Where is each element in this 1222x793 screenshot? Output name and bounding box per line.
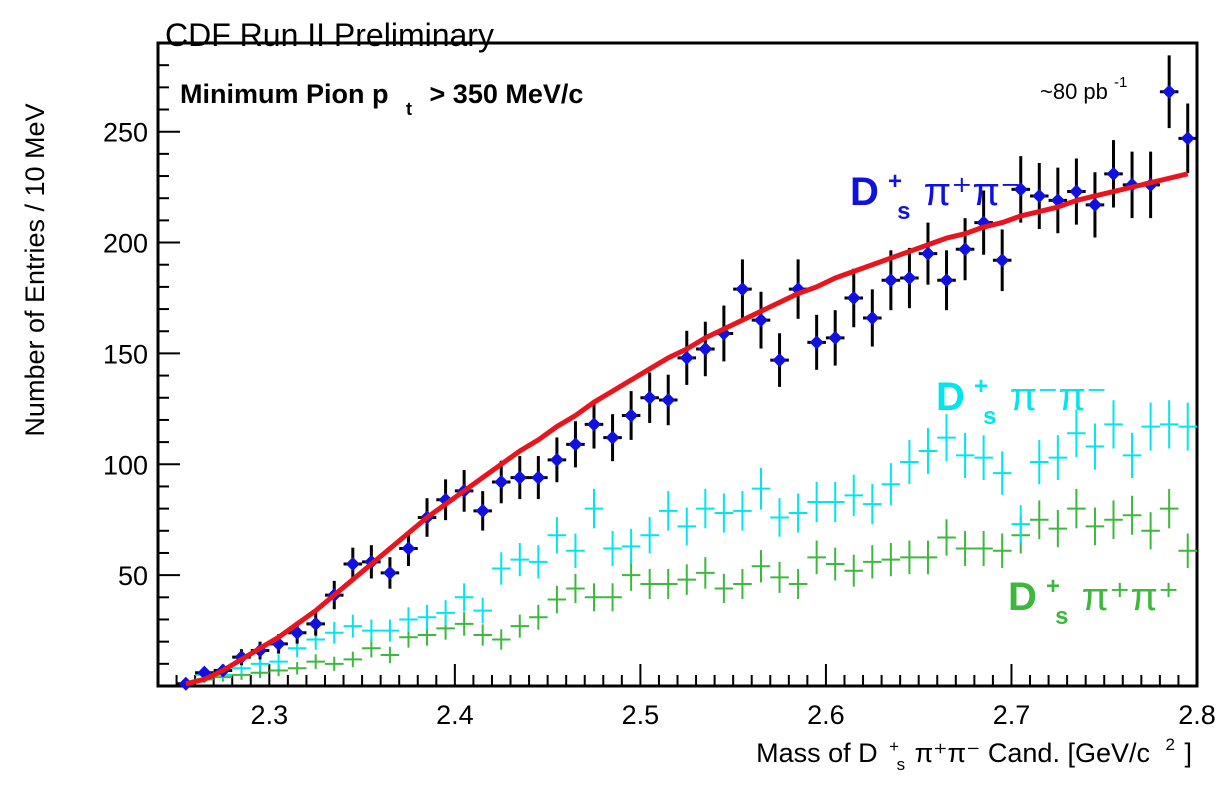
data-point (512, 470, 527, 485)
x-tick-label: 2.4 (436, 700, 474, 730)
luminosity-sup: -1 (1114, 74, 1127, 91)
plot-title-main: Minimum Pion p (180, 79, 389, 109)
data-point (1180, 131, 1195, 146)
series-label-wrongsign-minus-sup: + (974, 373, 988, 400)
x-tick-label: 2.8 (1178, 700, 1216, 730)
x-axis-label-sub: s (897, 755, 906, 774)
data-point (642, 390, 657, 405)
series-label-wrongsign-plus-tail: π⁺π⁺ (1082, 575, 1179, 619)
fit-curve-layer (185, 171, 1189, 687)
x-axis-label-part1: Mass of D (756, 738, 878, 768)
series-label-signal-main: D (850, 170, 879, 214)
data-point (531, 470, 546, 485)
data-point (308, 616, 323, 631)
data-point (1087, 197, 1102, 212)
data-series (176, 55, 1197, 691)
data-point (753, 313, 768, 328)
x-axis-label-sup2: 2 (1166, 735, 1175, 754)
data-point (939, 273, 954, 288)
x-axis-label-close: ] (1184, 738, 1192, 768)
data-point (995, 253, 1010, 268)
x-axis-label-part2: π⁺π⁻ Cand. [GeV/c (915, 738, 1150, 768)
data-point (679, 350, 694, 365)
data-point (865, 310, 880, 325)
x-tick-label: 2.7 (993, 700, 1031, 730)
data-point (1032, 188, 1047, 203)
data-point (920, 246, 935, 261)
series-label-wrongsign-minus: D + s π⁻π⁻ (936, 359, 1107, 433)
y-tick-label: 200 (103, 229, 148, 259)
data-point (828, 330, 843, 345)
series-label-wrongsign-plus: D + s π⁺π⁺ (1008, 559, 1179, 633)
data-point (605, 430, 620, 445)
data-point (1069, 184, 1084, 199)
series-label-wrongsign-minus-sub: s (983, 403, 996, 430)
y-tick-label: 250 (103, 118, 148, 148)
x-tick-label: 2.5 (622, 700, 660, 730)
axis-tick-labels: 2.3 2.4 2.5 2.6 2.7 2.8 50 100 150 200 250 (103, 118, 1216, 730)
series-label-wrongsign-minus-tail: π⁻π⁻ (1010, 375, 1107, 419)
series-label-signal-sub: s (897, 198, 910, 225)
data-point (883, 273, 898, 288)
data-point (846, 290, 861, 305)
data-point (661, 392, 676, 407)
data-point (1106, 166, 1121, 181)
data-point (568, 437, 583, 452)
luminosity-label: ~80 pb -1 (1040, 74, 1127, 104)
data-point (494, 475, 509, 490)
data-point (958, 242, 973, 257)
series-label-wrongsign-plus-main: D (1008, 575, 1037, 619)
data-point (735, 282, 750, 297)
x-axis-label: Mass of D + s π⁺π⁻ Cand. [GeV/c 2 ] (756, 726, 1192, 776)
plot-title: Minimum Pion p t > 350 MeV/c (180, 79, 583, 121)
series-1 (176, 400, 1197, 686)
data-point (587, 417, 602, 432)
data-point (809, 335, 824, 350)
series-2 (176, 488, 1197, 686)
data-point (624, 408, 639, 423)
series-label-signal: D + s π⁺π⁻ (850, 154, 1021, 228)
plot-title-tail: > 350 MeV/c (430, 79, 584, 109)
data-point (382, 565, 397, 580)
x-axis-label-sup: + (889, 737, 899, 756)
data-point (1162, 84, 1177, 99)
data-point (902, 271, 917, 286)
luminosity-main: ~80 pb (1040, 79, 1108, 104)
series-label-wrongsign-minus-main: D (936, 375, 965, 419)
series-label-signal-sup: + (888, 168, 902, 195)
chart-header-title: CDF Run II Preliminary (165, 17, 494, 53)
data-point (772, 353, 787, 368)
fit-curve (185, 171, 1189, 687)
y-tick-label: 50 (118, 561, 148, 591)
data-point (345, 557, 360, 572)
series-label-signal-tail: π⁺π⁻ (924, 170, 1021, 214)
y-tick-label: 150 (103, 339, 148, 369)
data-point (549, 452, 564, 467)
y-tick-label: 100 (103, 450, 148, 480)
data-point (1013, 182, 1028, 197)
x-tick-label: 2.3 (251, 700, 289, 730)
x-tick-label: 2.6 (807, 700, 845, 730)
y-axis-label: Number of Entries / 10 MeV (20, 103, 50, 436)
series-label-wrongsign-plus-sub: s (1055, 603, 1068, 630)
data-point (401, 541, 416, 556)
data-point (475, 503, 490, 518)
plot-title-sub: t (406, 99, 412, 119)
data-point (698, 341, 713, 356)
series-label-wrongsign-plus-sup: + (1046, 573, 1060, 600)
